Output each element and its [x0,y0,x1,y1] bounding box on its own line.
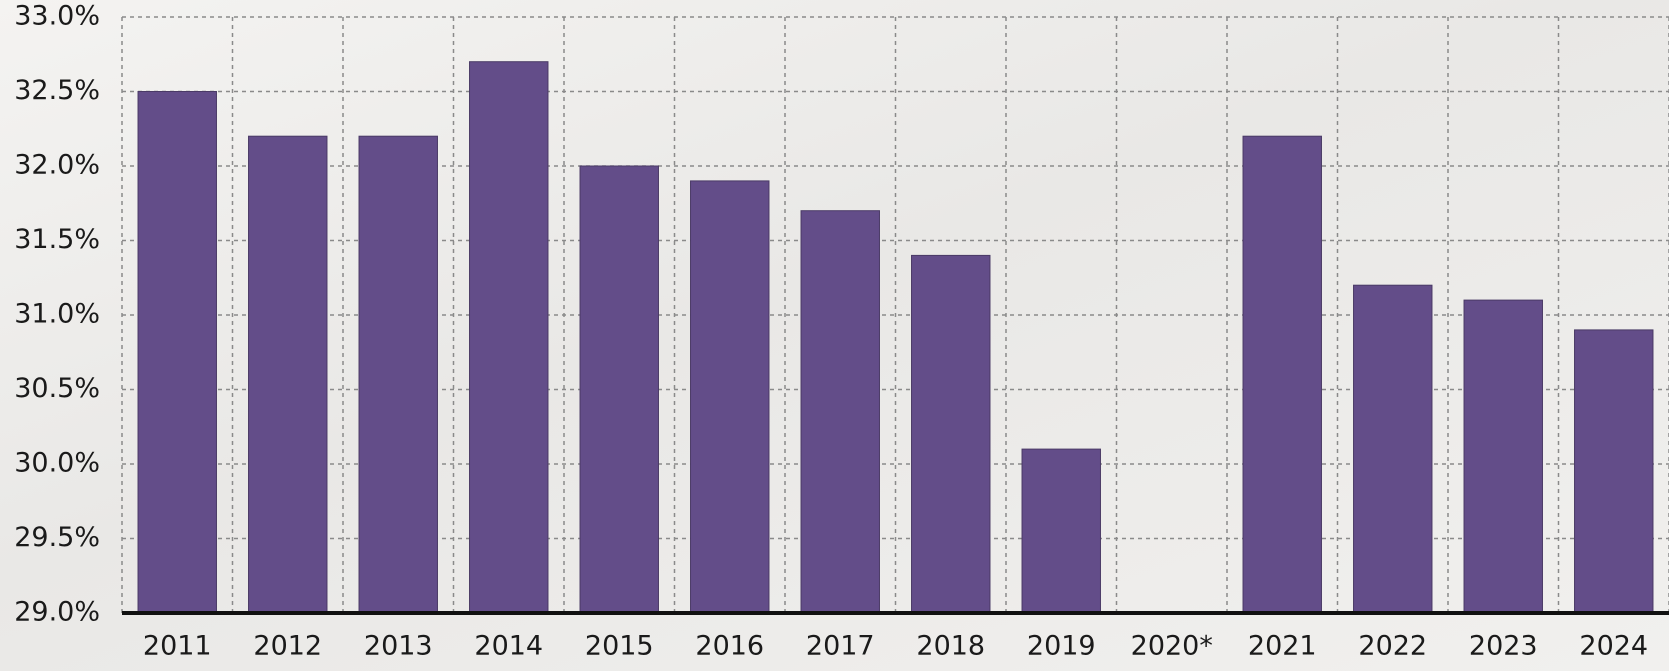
y-tick-label: 30.0% [14,448,100,479]
x-tick-label: 2012 [253,631,322,662]
x-tick-label: 2011 [143,631,212,662]
x-tick-label: 2020* [1131,631,1213,662]
x-tick-label: 2015 [585,631,654,662]
x-tick-label: 2014 [474,631,543,662]
x-tick-label: 2021 [1248,631,1317,662]
bar [248,135,328,614]
y-tick-label: 31.0% [14,299,100,330]
x-tick-label: 2022 [1358,631,1427,662]
bar [579,165,659,614]
bar [1574,329,1654,614]
x-tick-label: 2016 [695,631,764,662]
y-tick-label: 32.5% [14,75,100,106]
bar [911,254,991,614]
bar [358,135,438,614]
bar [1353,284,1433,614]
bar [137,91,217,614]
bar [1463,299,1543,614]
x-tick-label: 2017 [806,631,875,662]
x-tick-label: 2019 [1027,631,1096,662]
x-tick-label: 2018 [916,631,985,662]
y-tick-label: 29.5% [14,522,100,553]
bar [469,61,549,614]
y-tick-label: 33.0% [14,1,100,32]
x-tick-label: 2013 [364,631,433,662]
x-tick-label: 2024 [1579,631,1648,662]
bar [690,180,770,614]
y-tick-label: 29.0% [14,597,100,628]
x-tick-label: 2023 [1469,631,1538,662]
bar [1242,135,1322,614]
y-tick-label: 31.5% [14,224,100,255]
bar [800,210,880,614]
bar [1021,448,1101,614]
y-tick-label: 32.0% [14,150,100,181]
y-tick-label: 30.5% [14,373,100,404]
